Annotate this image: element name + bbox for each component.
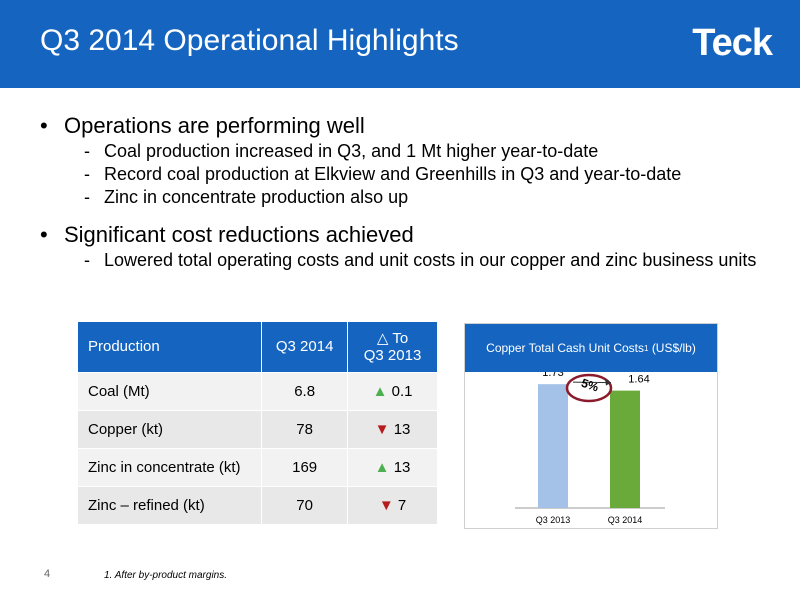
chart-plot: 1.73 Q3 2013 1.64 Q3 2014 5% bbox=[515, 372, 665, 525]
table-row: Coal (Mt) 6.8 ▲ 0.1 bbox=[78, 371, 438, 410]
table-header-row: Production Q3 2014 △ To Q3 2013 bbox=[78, 322, 438, 372]
bar-q3-2013 bbox=[538, 384, 568, 508]
category-label: Q3 2014 bbox=[608, 515, 643, 525]
header-q3-2014: Q3 2014 bbox=[261, 322, 349, 372]
row-label: Zinc – refined (kt) bbox=[78, 485, 263, 524]
change-value: 7 bbox=[397, 496, 407, 514]
chart-title: Copper Total Cash Unit Costs 1 (US$/lb) bbox=[465, 324, 717, 372]
change-value: 0.1 bbox=[391, 382, 413, 400]
header-production: Production bbox=[78, 322, 263, 372]
table-row: Zinc – refined (kt) 70 ▼ 7 bbox=[78, 485, 438, 524]
row-change: ▼ 7 bbox=[347, 485, 438, 524]
table-row: Copper (kt) 78 ▼ 13 bbox=[78, 409, 438, 448]
row-value: 70 bbox=[261, 485, 349, 524]
row-value: 169 bbox=[261, 447, 349, 486]
production-table: Production Q3 2014 △ To Q3 2013 Coal (Mt)… bbox=[78, 322, 438, 524]
copper-cost-chart: Copper Total Cash Unit Costs 1 (US$/lb) 1… bbox=[464, 323, 718, 529]
chart-title-text: Copper Total Cash Unit Costs bbox=[486, 341, 645, 355]
row-label: Copper (kt) bbox=[78, 409, 263, 448]
row-value: 6.8 bbox=[261, 371, 349, 410]
table-row: Zinc in concentrate (kt) 169 ▲ 13 bbox=[78, 447, 438, 486]
change-value: 13 bbox=[393, 458, 411, 476]
up-arrow-icon: ▲ bbox=[374, 458, 390, 476]
row-change: ▼ 13 bbox=[347, 409, 438, 448]
header-bar: Q3 2014 Operational Highlights Teck bbox=[0, 0, 800, 88]
page-number: 4 bbox=[44, 568, 51, 580]
down-arrow-icon: ▼ bbox=[378, 496, 394, 514]
annotation-arrowhead bbox=[605, 378, 611, 386]
sub-bullet-zinc: Zinc in concentrate production also up bbox=[40, 186, 780, 209]
row-change: ▲ 13 bbox=[347, 447, 438, 486]
category-label: Q3 2013 bbox=[536, 515, 571, 525]
row-change: ▲ 0.1 bbox=[347, 371, 438, 410]
down-arrow-icon: ▼ bbox=[374, 420, 390, 438]
chart-title-unit: (US$/lb) bbox=[651, 341, 696, 355]
bullet-operations: Operations are performing well bbox=[40, 112, 780, 140]
sub-bullet-lowered-costs: Lowered total operating costs and unit c… bbox=[40, 249, 780, 272]
annotation-label: 5% bbox=[580, 376, 601, 395]
annotation-oval bbox=[565, 373, 613, 403]
slide-title: Q3 2014 Operational Highlights bbox=[40, 24, 459, 57]
header-change: △ To Q3 2013 bbox=[347, 322, 438, 372]
bullet-cost-reductions: Significant cost reductions achieved bbox=[40, 221, 780, 249]
teck-logo: Teck bbox=[692, 22, 773, 64]
footnote: 1. After by-product margins. bbox=[104, 570, 228, 581]
row-value: 78 bbox=[261, 409, 349, 448]
change-value: 13 bbox=[393, 420, 411, 438]
up-arrow-icon: ▲ bbox=[372, 382, 388, 400]
chart-title-footnote-mark: 1 bbox=[644, 343, 649, 353]
data-label: 1.64 bbox=[628, 374, 649, 386]
bullet-list: Operations are performing well Coal prod… bbox=[40, 112, 780, 272]
row-label: Coal (Mt) bbox=[78, 371, 263, 410]
bar-q3-2014 bbox=[610, 390, 640, 508]
sub-bullet-coal-production: Coal production increased in Q3, and 1 M… bbox=[40, 140, 780, 163]
data-label: 1.73 bbox=[542, 372, 563, 379]
row-label: Zinc in concentrate (kt) bbox=[78, 447, 263, 486]
sub-bullet-record-coal: Record coal production at Elkview and Gr… bbox=[40, 163, 780, 186]
